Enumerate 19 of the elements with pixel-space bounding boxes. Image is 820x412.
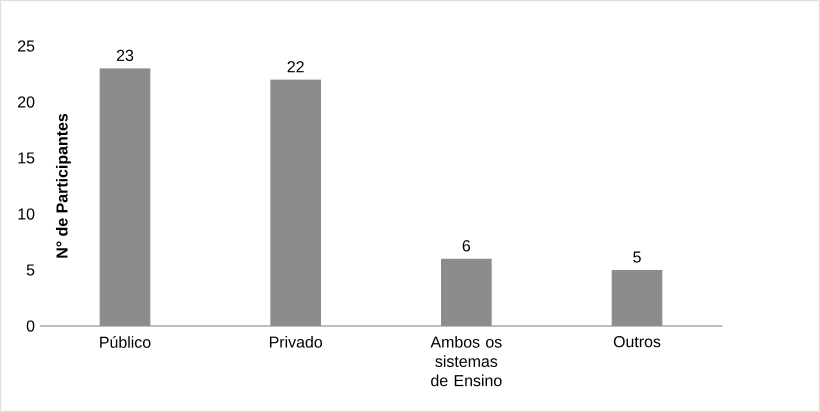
bar — [441, 258, 492, 326]
x-tick-label: Privado — [270, 336, 322, 348]
data-label: 5 — [633, 252, 641, 263]
data-label: 23 — [116, 50, 134, 62]
y-axis-title: N° de Participantes — [56, 114, 71, 258]
y-tick-label: 15 — [18, 152, 34, 164]
x-tick-label: Público — [100, 336, 150, 348]
data-label: 6 — [462, 240, 470, 252]
y-tick-label: 0 — [26, 320, 34, 332]
y-tick-label: 25 — [18, 40, 34, 52]
y-tick-label: 20 — [18, 96, 34, 108]
y-tick-label: 5 — [26, 264, 34, 276]
x-tick-label: Outros — [614, 336, 660, 348]
data-label: 22 — [288, 61, 304, 72]
y-tick-label: 10 — [18, 208, 34, 220]
bar — [100, 68, 150, 326]
bar — [270, 80, 322, 326]
x-tick-label: Ambos os sistemas de Ensino — [430, 336, 502, 386]
bar — [612, 270, 662, 326]
